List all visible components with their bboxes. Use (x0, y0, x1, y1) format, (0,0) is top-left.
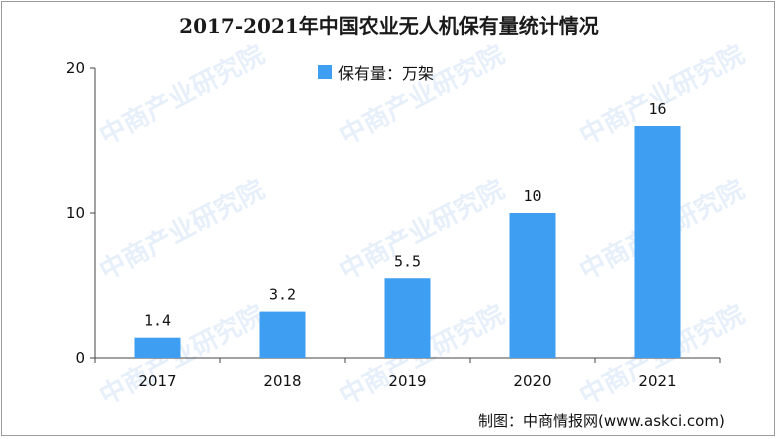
bar-2017 (134, 337, 181, 358)
data-label-2019: 5.5 (394, 252, 421, 270)
data-label-2017: 1.4 (144, 312, 171, 330)
x-tick-label-2021: 2021 (638, 372, 676, 390)
data-label-2020: 10 (523, 187, 541, 205)
y-tick-label: 20 (66, 59, 85, 77)
labels: 1.4 2017 3.2 2018 5.5 2019 10 2020 16 2021 (138, 100, 676, 390)
y-tick-label: 0 (75, 349, 85, 367)
chart-title: 2017-2021年中国农业无人机保有量统计情况 (179, 14, 599, 38)
data-label-2018: 3.2 (269, 286, 296, 304)
x-tick-label-2017: 2017 (138, 372, 176, 390)
bar-2021 (634, 126, 681, 358)
x-tick-label-2018: 2018 (263, 372, 301, 390)
legend-swatch (318, 65, 332, 79)
bars (134, 126, 681, 358)
source-note: 制图：中商情报网(www.askci.com) (478, 412, 725, 430)
bar-2020 (509, 213, 556, 358)
legend: 保有量：万架 (318, 60, 434, 84)
bar-2019 (384, 278, 431, 358)
y-tick-label: 10 (66, 204, 85, 222)
x-tick-label-2019: 2019 (388, 372, 426, 390)
legend-label: 保有量：万架 (338, 64, 435, 83)
bar-2018 (259, 311, 306, 358)
x-tick-label-2020: 2020 (513, 372, 551, 390)
data-label-2021: 16 (648, 100, 666, 118)
